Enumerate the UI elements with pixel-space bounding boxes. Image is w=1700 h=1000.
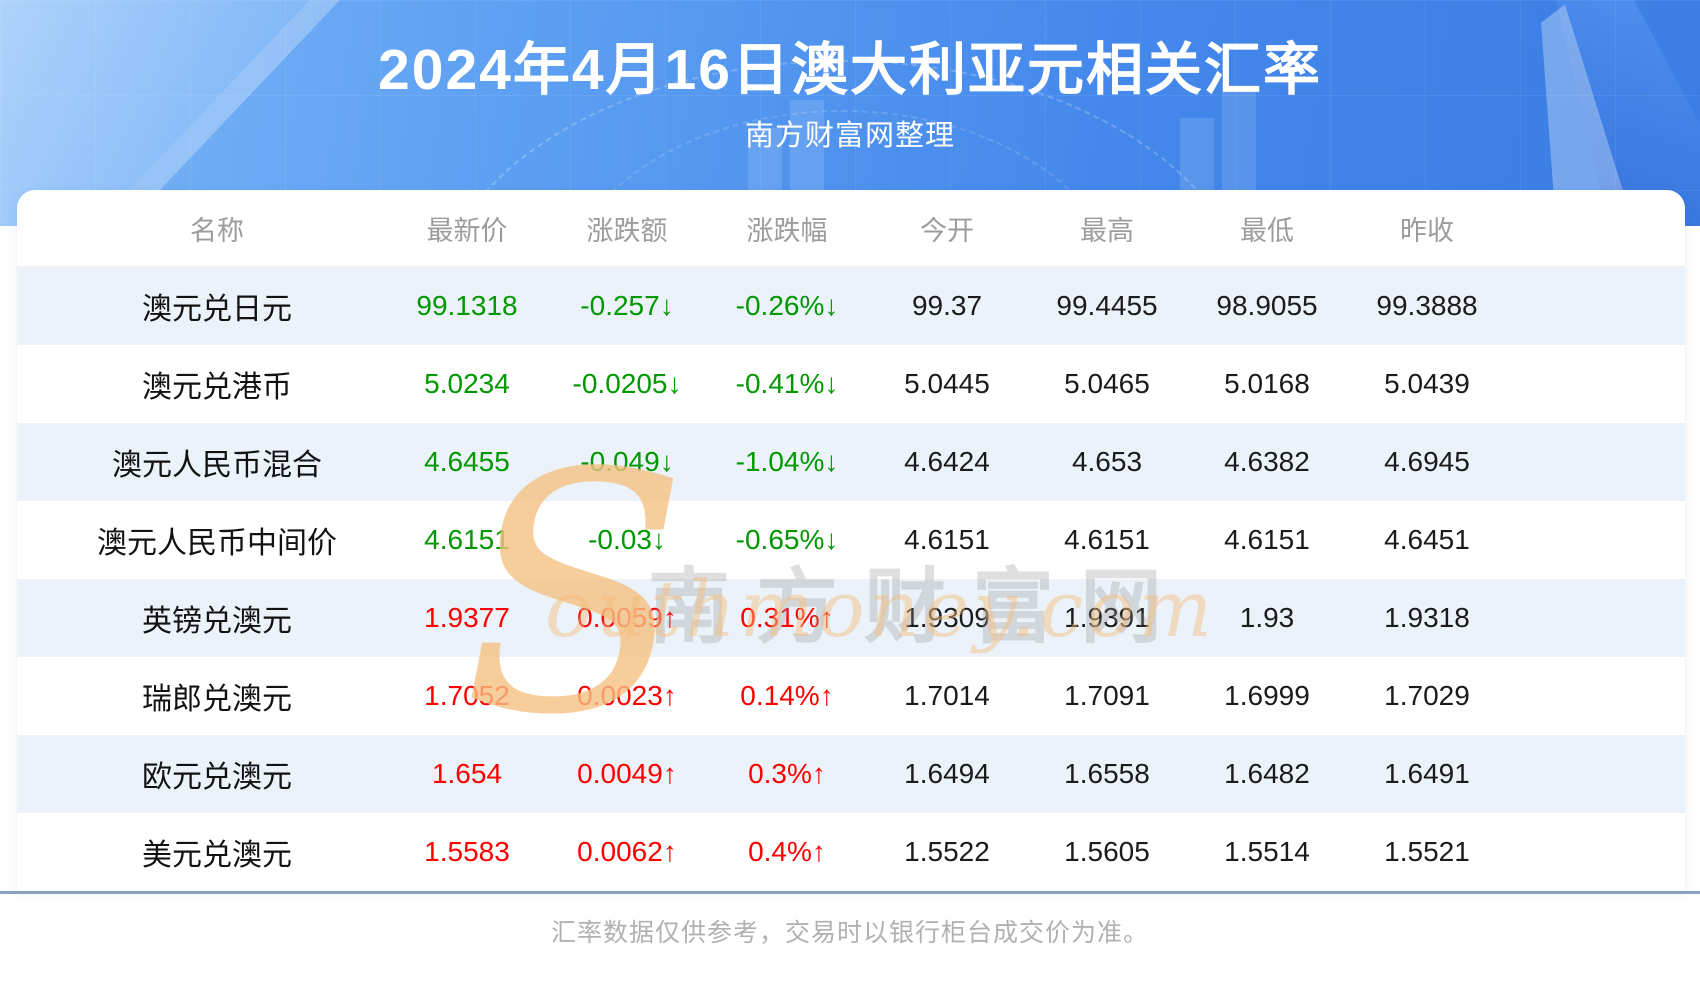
page-subtitle: 南方财富网整理 (744, 120, 955, 152)
col-header-high: 最高 (1080, 215, 1134, 246)
open-price: 5.0445 (904, 368, 990, 399)
last-price: 1.9377 (424, 602, 510, 633)
change-percent: -0.41%↓ (735, 368, 839, 399)
change-percent: 0.3%↑ (748, 758, 826, 789)
last-price: 1.7052 (424, 680, 510, 711)
prev-close: 1.7029 (1384, 680, 1470, 711)
high-price: 5.0465 (1064, 368, 1150, 399)
open-price: 4.6151 (904, 524, 990, 555)
change-percent: -1.04%↓ (735, 446, 839, 477)
high-price: 4.6151 (1064, 524, 1150, 555)
table-row: 瑞郎兑澳元 1.7052 0.0023↑ 0.14%↑ 1.7014 1.709… (17, 657, 1685, 735)
pair-name: 美元兑澳元 (142, 839, 292, 872)
open-price: 1.6494 (904, 758, 990, 789)
table-row: 澳元兑港币 5.0234 -0.0205↓ -0.41%↓ 5.0445 5.0… (17, 345, 1685, 423)
col-header-name: 名称 (190, 215, 244, 246)
change-percent: -0.26%↓ (735, 290, 839, 321)
change-amount: 0.0023↑ (577, 680, 677, 711)
change-amount: -0.049↓ (580, 446, 674, 477)
last-price: 99.1318 (416, 290, 518, 321)
exchange-rate-table: 名称 最新价 涨跌额 涨跌幅 今开 最高 最低 昨收 澳元兑日元 99.1318… (17, 190, 1685, 891)
table-row: 英镑兑澳元 1.9377 0.0059↑ 0.31%↑ 1.9309 1.939… (17, 579, 1685, 657)
pair-name: 澳元兑日元 (142, 293, 292, 326)
change-amount: -0.03↓ (588, 524, 666, 555)
page-title: 2024年4月16日澳大利亚元相关汇率 (378, 38, 1322, 102)
change-amount: 0.0062↑ (577, 836, 677, 867)
pair-name: 瑞郎兑澳元 (142, 683, 292, 716)
pair-name: 欧元兑澳元 (142, 761, 292, 794)
open-price: 1.7014 (904, 680, 990, 711)
high-price: 1.9391 (1064, 602, 1150, 633)
high-price: 1.6558 (1064, 758, 1150, 789)
low-price: 1.5514 (1224, 836, 1310, 867)
banner (0, 0, 1700, 226)
change-amount: -0.0205↓ (572, 368, 682, 399)
col-header-low: 最低 (1240, 215, 1294, 246)
col-header-change-amount: 涨跌额 (586, 215, 668, 246)
change-percent: -0.65%↓ (735, 524, 839, 555)
table-row: 欧元兑澳元 1.654 0.0049↑ 0.3%↑ 1.6494 1.6558 … (17, 735, 1685, 813)
col-header-open: 今开 (920, 215, 974, 246)
open-price: 4.6424 (904, 446, 990, 477)
table-body: 澳元兑日元 99.1318 -0.257↓ -0.26%↓ 99.37 99.4… (17, 267, 1685, 891)
pair-name: 英镑兑澳元 (142, 605, 292, 638)
prev-close: 1.6491 (1384, 758, 1470, 789)
change-amount: -0.257↓ (580, 290, 674, 321)
pair-name: 澳元人民币中间价 (97, 527, 337, 560)
table-row: 美元兑澳元 1.5583 0.0062↑ 0.4%↑ 1.5522 1.5605… (17, 813, 1685, 891)
pair-name: 澳元人民币混合 (112, 449, 322, 482)
prev-close: 99.3888 (1376, 290, 1478, 321)
table-row: 澳元人民币中间价 4.6151 -0.03↓ -0.65%↓ 4.6151 4.… (17, 501, 1685, 579)
high-price: 1.7091 (1064, 680, 1150, 711)
open-price: 1.9309 (904, 602, 990, 633)
change-percent: 0.31%↑ (740, 602, 834, 633)
open-price: 99.37 (911, 290, 983, 321)
prev-close: 1.9318 (1384, 602, 1470, 633)
change-percent: 0.4%↑ (748, 836, 826, 867)
low-price: 4.6151 (1224, 524, 1310, 555)
table-row: 澳元人民币混合 4.6455 -0.049↓ -1.04%↓ 4.6424 4.… (17, 423, 1685, 501)
change-percent: 0.14%↑ (740, 680, 834, 711)
change-amount: 0.0059↑ (577, 602, 677, 633)
footer-divider (0, 891, 1700, 894)
low-price: 98.9055 (1216, 290, 1318, 321)
table-row: 澳元兑日元 99.1318 -0.257↓ -0.26%↓ 99.37 99.4… (17, 267, 1685, 345)
last-price: 4.6151 (424, 524, 510, 555)
table-header-row: 名称 最新价 涨跌额 涨跌幅 今开 最高 最低 昨收 (17, 190, 1685, 267)
low-price: 1.93 (1239, 602, 1295, 633)
last-price: 1.654 (431, 758, 503, 789)
high-price: 99.4455 (1056, 290, 1158, 321)
footer-disclaimer: 汇率数据仅供参考，交易时以银行柜台成交价为准。 (550, 919, 1149, 947)
last-price: 4.6455 (424, 446, 510, 477)
pair-name: 澳元兑港币 (142, 371, 292, 404)
prev-close: 1.5521 (1384, 836, 1470, 867)
high-price: 1.5605 (1064, 836, 1150, 867)
change-amount: 0.0049↑ (577, 758, 677, 789)
prev-close: 4.6451 (1384, 524, 1470, 555)
low-price: 4.6382 (1224, 446, 1310, 477)
open-price: 1.5522 (904, 836, 990, 867)
col-header-change-percent: 涨跌幅 (746, 215, 828, 246)
col-header-last-price: 最新价 (426, 215, 508, 246)
high-price: 4.653 (1071, 446, 1143, 477)
last-price: 5.0234 (424, 368, 510, 399)
low-price: 1.6999 (1224, 680, 1310, 711)
last-price: 1.5583 (424, 836, 510, 867)
prev-close: 5.0439 (1384, 368, 1470, 399)
low-price: 5.0168 (1224, 368, 1310, 399)
col-header-prev-close: 昨收 (1400, 215, 1454, 246)
prev-close: 4.6945 (1384, 446, 1470, 477)
low-price: 1.6482 (1224, 758, 1310, 789)
